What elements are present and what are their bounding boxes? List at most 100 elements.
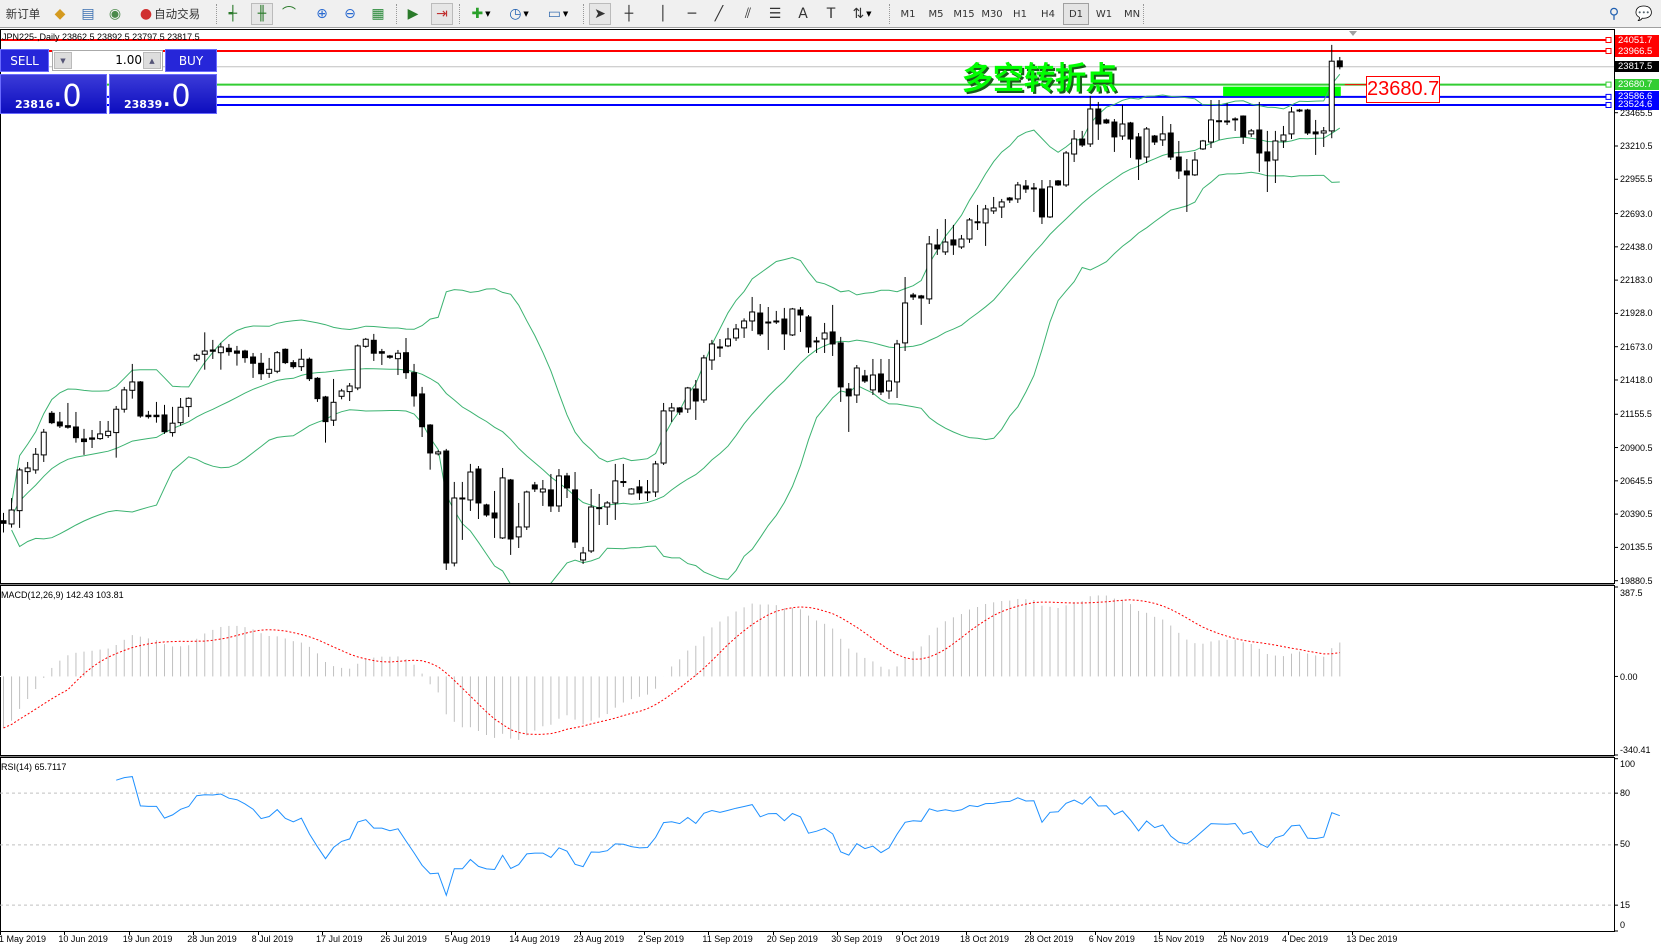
cursor-button[interactable]: ➤ xyxy=(589,3,611,25)
date-tick xyxy=(901,931,903,935)
price-tick: 20645.5 xyxy=(1620,475,1653,486)
price-tick: 22693.0 xyxy=(1620,208,1653,219)
candle-bull xyxy=(113,408,120,434)
periods-dropdown[interactable]: ◷ ▼ xyxy=(503,3,535,25)
new-order-button[interactable]: 新订单 xyxy=(0,3,44,25)
date-label: 18 Oct 2019 xyxy=(960,934,1010,944)
candle-bull xyxy=(451,497,458,564)
buy-price-box[interactable]: 23839 .0 xyxy=(109,74,217,114)
line-chart-icon: ⌒ xyxy=(282,6,296,22)
candle-bull xyxy=(105,430,112,437)
candle-bull xyxy=(121,389,128,410)
chat-icon: 💬 xyxy=(1635,6,1653,22)
timeframe-h1[interactable]: H1 xyxy=(1013,8,1027,20)
chart-title: JPN225-,Daily 23862.5 23892.5 23797.5 23… xyxy=(2,32,200,42)
auto-trading-button[interactable]: ● 自动交易 xyxy=(132,3,208,25)
candle-bear xyxy=(716,346,723,349)
fibonacci-button[interactable]: ☰ xyxy=(764,3,786,25)
timeframe-m1[interactable]: M1 xyxy=(900,8,916,20)
equidistant-channel-button[interactable]: ⫽ xyxy=(737,3,759,25)
navigator-button[interactable]: ▤ xyxy=(77,3,99,25)
annotation-text[interactable]: 多空转折点 xyxy=(962,61,1117,97)
price-tick: 20135.5 xyxy=(1620,542,1653,553)
templates-dropdown[interactable]: ▭ ▼ xyxy=(541,3,575,25)
lot-increase-button[interactable]: ▲ xyxy=(143,52,161,69)
search-button[interactable]: ⚲ xyxy=(1603,3,1625,25)
trendline-button[interactable]: ╱ xyxy=(708,3,730,25)
candle-bear xyxy=(620,481,627,484)
candle-bear xyxy=(250,356,257,364)
timeframe-mn[interactable]: MN xyxy=(1123,8,1141,20)
candle-bear xyxy=(153,414,160,418)
buy-price-main: 23839 xyxy=(124,98,163,111)
lot-decrease-button[interactable]: ▼ xyxy=(54,52,72,69)
date-tick xyxy=(579,931,581,935)
market-watch-icon: ◆ xyxy=(54,6,66,22)
tile-windows-icon: ▦ xyxy=(371,6,385,22)
timeframe-h4[interactable]: H4 xyxy=(1041,8,1055,20)
candlestick-button[interactable]: ╫ xyxy=(251,3,273,25)
candle-bull xyxy=(926,243,933,300)
candle-bull xyxy=(821,332,828,340)
candle-bull xyxy=(467,471,474,501)
text-button[interactable]: A xyxy=(792,3,814,25)
chart-shift-button[interactable]: ⇥ xyxy=(431,3,453,25)
date-tick xyxy=(837,931,839,935)
zoom-in-button[interactable]: ⊕ xyxy=(311,3,333,25)
zoom-out-button[interactable]: ⊖ xyxy=(339,3,361,25)
lot-size-input[interactable]: ▼ 1.00 ▲ xyxy=(52,50,163,71)
price-tick: 23465.5 xyxy=(1620,107,1653,118)
dropdown-arrow-icon: ▼ xyxy=(866,10,872,18)
indicators-dropdown[interactable]: ✚ ▼ xyxy=(465,3,497,25)
candle-bull xyxy=(515,526,522,538)
tile-windows-button[interactable]: ▦ xyxy=(367,3,389,25)
candle-bear xyxy=(1030,187,1037,190)
date-tick xyxy=(966,931,967,935)
candle-bear xyxy=(1127,122,1134,140)
chat-button[interactable]: 💬 xyxy=(1633,3,1655,25)
candle-bear xyxy=(531,484,538,490)
candle-bull xyxy=(652,463,659,493)
timeframe-m5[interactable]: M5 xyxy=(928,8,944,20)
horizontal-line-icon: ─ xyxy=(687,6,697,22)
candle-bear xyxy=(419,393,426,428)
signals-button[interactable]: ◉ xyxy=(104,3,126,25)
timeframe-d1[interactable]: D1 xyxy=(1063,3,1089,25)
bollinger-middle xyxy=(11,127,1341,517)
candle-bull xyxy=(394,352,401,360)
date-label: 31 May 2019 xyxy=(0,934,47,944)
text-label-button[interactable]: T xyxy=(820,3,842,25)
toolbar-separator xyxy=(583,4,585,24)
line-chart-button[interactable]: ⌒ xyxy=(278,3,300,25)
bar-chart-button[interactable]: ┽ xyxy=(222,3,244,25)
candle-bear xyxy=(443,450,450,564)
candle-bull xyxy=(886,380,892,392)
dropdown-arrow-icon: ▼ xyxy=(562,10,569,18)
timeframe-m15[interactable]: M15 xyxy=(953,8,975,20)
horizontal-line-button[interactable]: ─ xyxy=(681,3,703,25)
bar-chart-icon: ┽ xyxy=(228,6,238,22)
templates-icon: ▭ xyxy=(547,6,561,22)
candle-bull xyxy=(853,367,860,396)
candle-bear xyxy=(1224,120,1231,123)
price-tick: 20390.5 xyxy=(1620,509,1653,520)
horizontal-line-handle xyxy=(1605,93,1612,100)
timeframe-m30[interactable]: M30 xyxy=(981,8,1003,20)
vertical-line-button[interactable]: │ xyxy=(652,3,674,25)
auto-scroll-button[interactable]: ▶ xyxy=(402,3,424,25)
price-callout[interactable]: 23680.7 xyxy=(1366,76,1440,103)
candle-bull xyxy=(612,480,619,504)
date-label: 15 Nov 2019 xyxy=(1153,934,1205,944)
candle-bear xyxy=(507,479,514,540)
timeframe-w1[interactable]: W1 xyxy=(1095,8,1113,20)
sell-price-box[interactable]: 23816 .0 xyxy=(0,74,107,114)
toolbar-separator xyxy=(459,4,461,24)
sell-button[interactable]: SELL xyxy=(0,49,49,72)
crosshair-button[interactable]: ┼ xyxy=(618,3,640,25)
market-watch-button[interactable]: ◆ xyxy=(49,3,71,25)
arrows-dropdown[interactable]: ⇅ ▼ xyxy=(847,3,877,25)
candle-bear xyxy=(692,388,699,402)
buy-button[interactable]: BUY xyxy=(165,49,217,72)
price-tick: 20900.5 xyxy=(1620,442,1653,453)
